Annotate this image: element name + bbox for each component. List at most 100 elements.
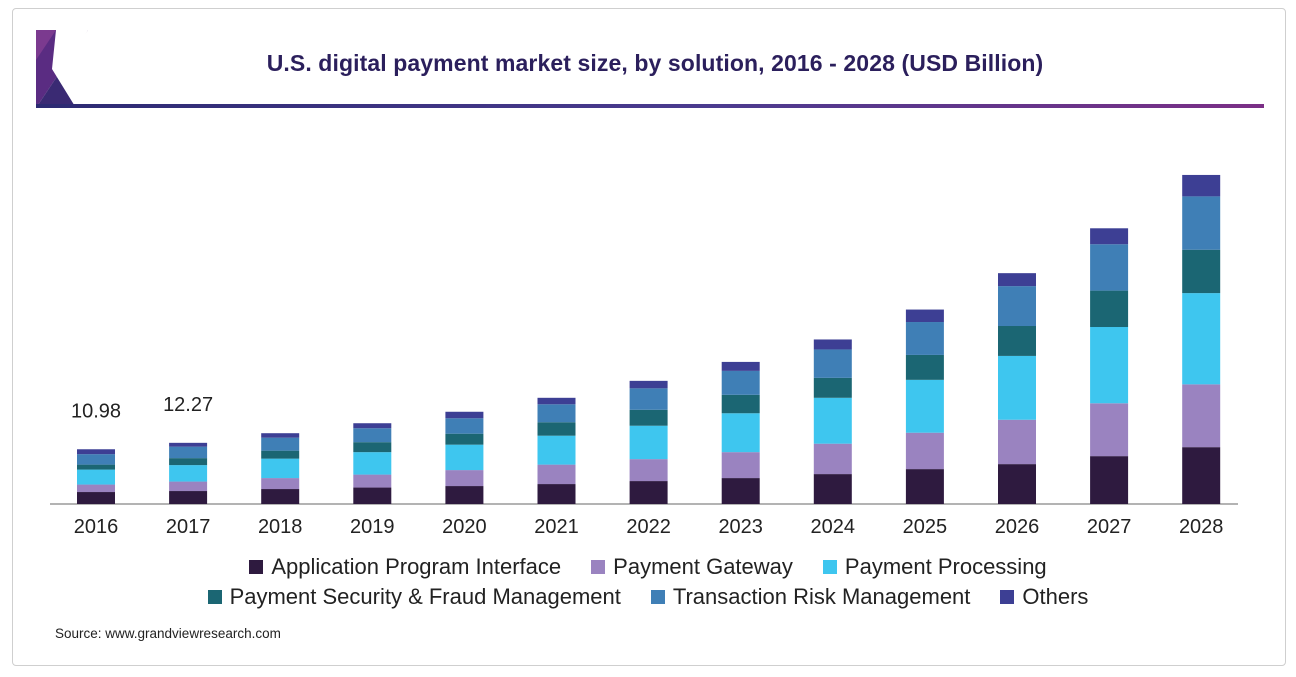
bar-segment	[445, 470, 484, 487]
bar-segment	[77, 484, 115, 493]
bar-segment	[537, 464, 576, 485]
data-label: 10.98	[71, 400, 121, 422]
x-tick-label: 2020	[442, 516, 487, 538]
bar-segment	[353, 423, 392, 429]
bar-segment	[629, 425, 668, 460]
bar-segment	[905, 379, 944, 433]
bar-segment	[813, 443, 852, 475]
bar-segment	[353, 442, 392, 453]
x-tick-label: 2025	[903, 516, 948, 538]
title-divider	[36, 104, 1264, 108]
legend-label: Application Program Interface	[271, 554, 562, 579]
bar-segment	[169, 458, 208, 466]
bar-segment	[169, 446, 208, 459]
bar-segment	[1182, 384, 1221, 448]
bar-segment	[721, 361, 760, 371]
x-tick-label: 2026	[995, 516, 1040, 538]
legend-swatch	[650, 590, 665, 604]
bar-segment	[1090, 228, 1129, 245]
bar-segment	[629, 459, 668, 482]
bar-segment	[721, 394, 760, 414]
legend-label: Others	[1022, 584, 1089, 609]
bar-segment	[905, 469, 944, 504]
bar-segment	[1182, 447, 1221, 504]
x-tick-label: 2016	[74, 516, 119, 538]
legend-row-1: Application Program Interface Payment Ga…	[0, 552, 1296, 582]
legend-item-security: Payment Security & Fraud Management	[207, 584, 621, 610]
legend-item-api: Application Program Interface	[249, 554, 561, 580]
bar-segment	[261, 433, 300, 438]
bar-segment	[998, 326, 1036, 356]
bar-segment	[261, 450, 300, 459]
bar-segment	[445, 411, 484, 419]
bar-segment	[813, 339, 852, 350]
legend-swatch	[822, 560, 837, 574]
bar-segment	[77, 469, 115, 485]
bar-segment	[445, 418, 484, 434]
x-tick-label: 2017	[166, 516, 211, 538]
chart-card	[12, 8, 1286, 666]
bar-segment	[1182, 196, 1221, 250]
bar-segment	[1090, 290, 1129, 328]
bar-segment	[537, 484, 576, 504]
bar-segment	[1090, 456, 1129, 504]
x-tick-label: 2018	[258, 516, 303, 538]
bar-segment	[629, 388, 668, 410]
bar-segment	[445, 486, 484, 504]
bar-segment	[998, 355, 1036, 420]
legend-label: Payment Processing	[844, 554, 1047, 579]
bar-segment	[445, 433, 484, 445]
bar-segment	[261, 489, 300, 504]
bar-segment	[445, 444, 484, 471]
bar-segment	[537, 422, 576, 436]
bar-segment	[721, 370, 760, 395]
legend-label: Payment Security & Fraud Management	[229, 584, 621, 609]
bar-segment	[905, 354, 944, 380]
data-label: 12.27	[163, 394, 213, 416]
bar-segment	[169, 491, 208, 504]
bar-segment	[77, 449, 115, 455]
bar-segment	[1090, 244, 1129, 291]
bar-segment	[169, 465, 208, 482]
x-tick-label: 2028	[1179, 516, 1224, 538]
bar-segment	[261, 478, 300, 490]
x-tick-label: 2027	[1087, 516, 1132, 538]
bar-segment	[353, 487, 392, 504]
source-note: Source: www.grandviewresearch.com	[55, 626, 281, 641]
legend-swatch	[249, 560, 264, 574]
bar-segment	[537, 397, 576, 405]
bar-segment	[998, 286, 1036, 327]
legend-swatch	[591, 560, 606, 574]
bar-segment	[813, 397, 852, 444]
legend-label: Transaction Risk Management	[672, 584, 971, 609]
legend-row-2: Payment Security & Fraud Management Tran…	[0, 582, 1296, 612]
bar-segment	[261, 458, 300, 479]
bar-segment	[353, 428, 392, 443]
bar-segment	[998, 419, 1036, 465]
bar-segment	[1090, 403, 1129, 457]
chart-title: U.S. digital payment market size, by sol…	[266, 50, 1044, 76]
bar-segment	[1182, 249, 1221, 294]
bar-segment	[537, 404, 576, 423]
bar-segment	[1090, 327, 1129, 404]
bar-segment	[1182, 293, 1221, 385]
bar-segment	[629, 380, 668, 389]
brand-logo-icon	[36, 30, 88, 108]
legend-item-processing: Payment Processing	[822, 554, 1047, 580]
bar-segment	[77, 464, 115, 470]
bar-segment	[721, 478, 760, 504]
bar-segment	[813, 377, 852, 398]
bar-segment	[353, 474, 392, 488]
bar-segment	[169, 442, 208, 447]
legend-item-risk: Transaction Risk Management	[650, 584, 971, 610]
legend-item-others: Others	[1000, 584, 1088, 610]
bar-segment	[169, 481, 208, 492]
x-tick-label: 2024	[811, 516, 856, 538]
bar-segment	[998, 464, 1036, 504]
x-tick-label: 2022	[626, 516, 671, 538]
legend-swatch	[1000, 590, 1015, 604]
bar-segment	[629, 481, 668, 504]
bar-segment	[721, 413, 760, 453]
x-tick-label: 2021	[534, 516, 579, 538]
x-tick-label: 2023	[718, 516, 763, 538]
